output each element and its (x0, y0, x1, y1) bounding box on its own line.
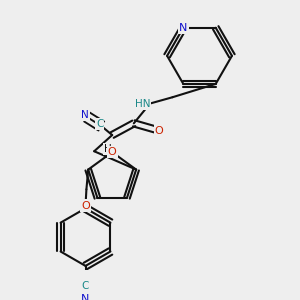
Text: N: N (81, 110, 89, 120)
Text: H: H (104, 145, 112, 154)
Text: HN: HN (134, 98, 150, 109)
Text: N: N (179, 23, 188, 33)
Text: C: C (82, 281, 89, 291)
Text: C: C (96, 119, 103, 129)
Text: N: N (81, 294, 90, 300)
Text: O: O (81, 201, 90, 211)
Text: O: O (154, 125, 164, 136)
Text: O: O (108, 147, 117, 157)
